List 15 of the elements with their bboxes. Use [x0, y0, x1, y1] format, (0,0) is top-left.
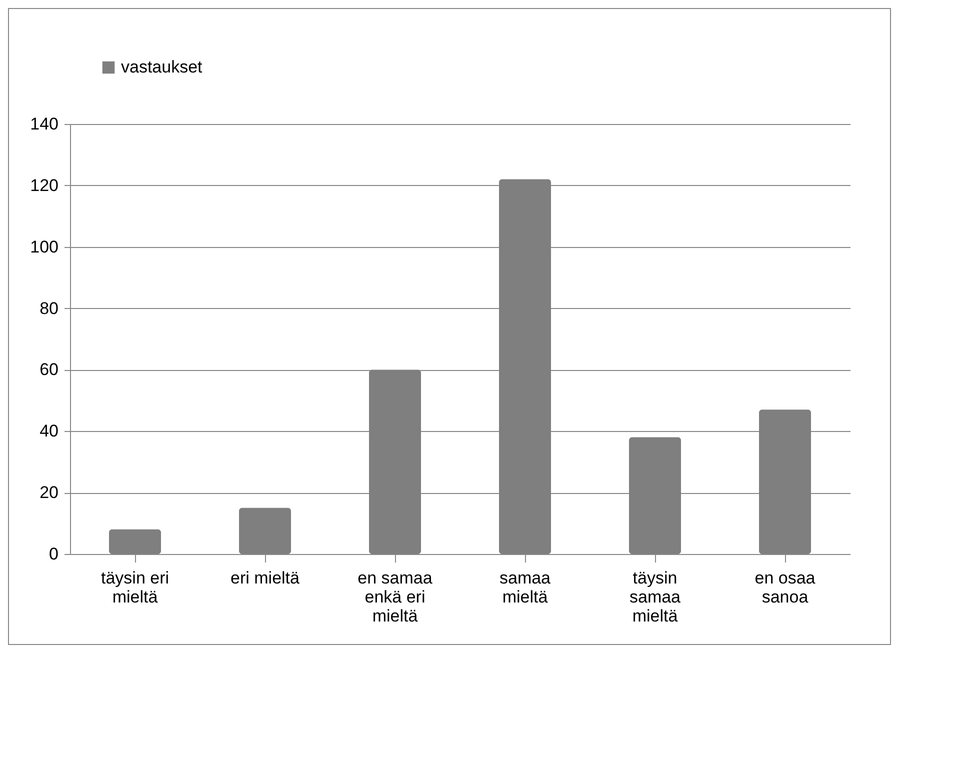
x-tick-label: täysin samaa mieltä: [629, 568, 682, 626]
y-tick-label: 100: [30, 237, 58, 256]
x-tick-label: en samaa enkä eri mieltä: [358, 568, 433, 626]
y-tick-label: 120: [30, 176, 58, 195]
y-tick-label: 60: [40, 360, 58, 380]
x-tick-label: täysin eri mieltä: [100, 568, 170, 606]
y-tick-label: 0: [49, 544, 58, 564]
x-tick-label: samaa mieltä: [499, 568, 552, 606]
y-tick-label: 40: [40, 422, 58, 441]
y-tick-label: 20: [40, 483, 58, 502]
x-tick-label: en osaa sanoa: [754, 568, 816, 606]
legend-label: vastaukset: [121, 58, 203, 76]
y-tick-label: 140: [30, 114, 58, 134]
y-tick-label: 80: [40, 298, 58, 318]
x-tick-label: eri mieltä: [230, 568, 300, 588]
